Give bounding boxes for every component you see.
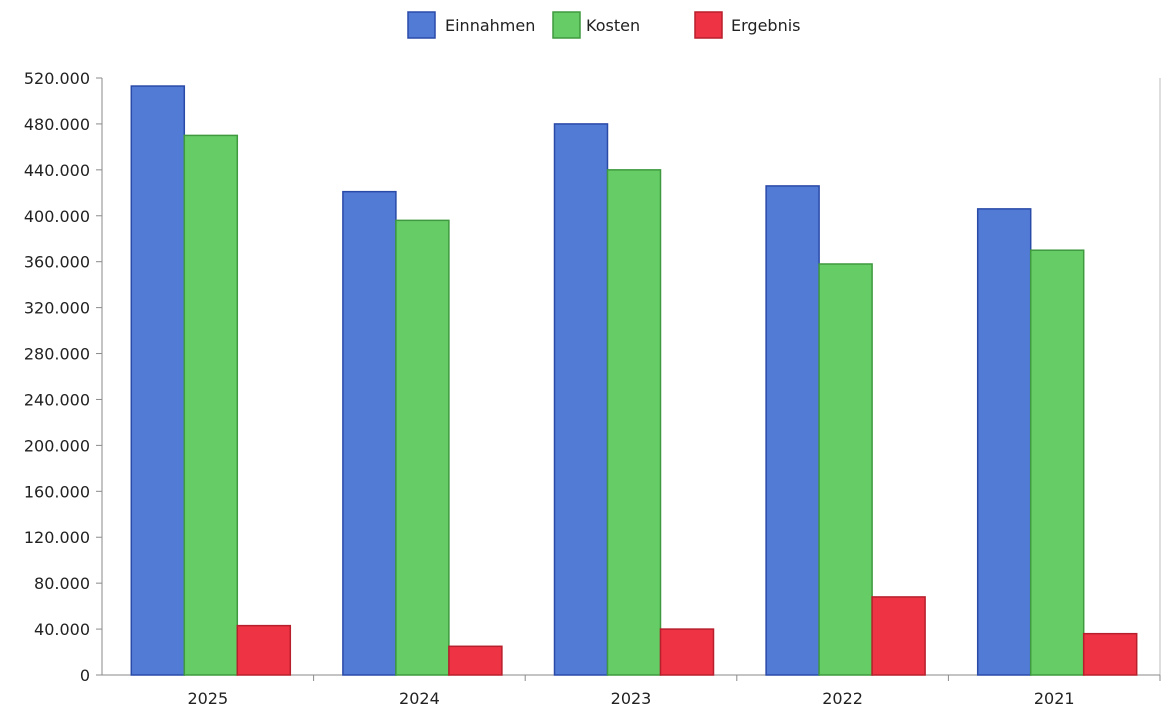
legend-label-kosten: Kosten (586, 16, 640, 35)
y-tick-label: 400.000 (24, 207, 90, 226)
x-axis: 2025 2024 2023 2022 2021 (102, 675, 1160, 708)
bar-kosten-2021 (1031, 250, 1084, 675)
bar-kosten-2025 (184, 135, 237, 675)
y-tick-label: 280.000 (24, 345, 90, 364)
bar-einnahmen-2021 (978, 209, 1031, 675)
bars (131, 86, 1136, 675)
y-tick-label: 80.000 (34, 574, 90, 593)
y-tick-label: 440.000 (24, 161, 90, 180)
legend-label-einnahmen: Einnahmen (445, 16, 535, 35)
bar-ergebnis-2025 (237, 626, 290, 675)
bar-einnahmen-2022 (766, 186, 819, 675)
legend: Einnahmen Kosten Ergebnis (408, 12, 800, 38)
x-tick-label: 2022 (822, 689, 863, 708)
bar-kosten-2024 (396, 220, 449, 675)
y-tick-label: 480.000 (24, 115, 90, 134)
bar-kosten-2023 (608, 170, 661, 675)
bar-ergebnis-2021 (1084, 634, 1137, 675)
bar-einnahmen-2024 (343, 192, 396, 675)
legend-label-ergebnis: Ergebnis (731, 16, 800, 35)
y-tick-label: 40.000 (34, 620, 90, 639)
bar-ergebnis-2022 (872, 597, 925, 675)
y-tick-label: 160.000 (24, 482, 90, 501)
y-tick-label: 360.000 (24, 253, 90, 272)
bar-einnahmen-2023 (555, 124, 608, 675)
x-tick-label: 2024 (399, 689, 440, 708)
y-tick-label: 120.000 (24, 528, 90, 547)
bar-ergebnis-2024 (449, 646, 502, 675)
bar-kosten-2022 (819, 264, 872, 675)
x-tick-label: 2023 (611, 689, 652, 708)
y-tick-label: 200.000 (24, 436, 90, 455)
legend-swatch-kosten (553, 12, 580, 38)
legend-swatch-ergebnis (695, 12, 722, 38)
y-tick-label: 0 (80, 666, 90, 685)
bar-ergebnis-2023 (661, 629, 714, 675)
y-tick-label: 240.000 (24, 390, 90, 409)
x-tick-label: 2021 (1034, 689, 1075, 708)
y-tick-label: 520.000 (24, 69, 90, 88)
x-tick-label: 2025 (187, 689, 228, 708)
legend-swatch-einnahmen (408, 12, 435, 38)
bar-einnahmen-2025 (131, 86, 184, 675)
y-tick-label: 320.000 (24, 299, 90, 318)
